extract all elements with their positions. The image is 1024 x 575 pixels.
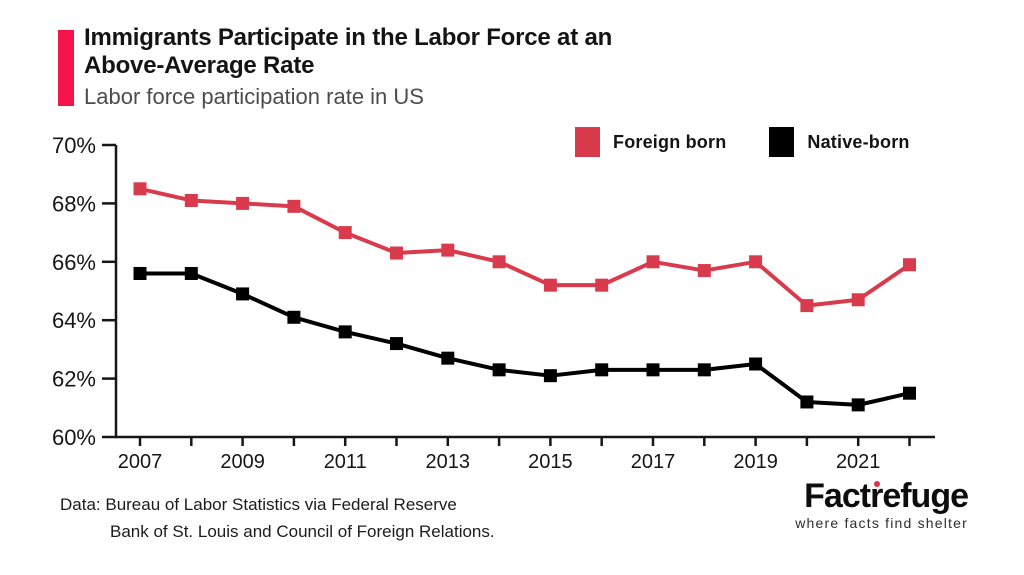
y-tick-label: 66% [52,250,96,275]
title-accent-bar [58,30,74,106]
data-point-foreign-born [492,255,506,269]
foreign-born-swatch [575,127,600,157]
logo-tagline: where facts find shelter [795,515,968,531]
data-source-line2: Bank of St. Louis and Council of Foreign… [110,522,495,541]
logo-wordmark-post: efuge [882,477,969,515]
data-point-native-born [492,363,506,377]
legend-label-foreign-born: Foreign born [613,131,727,152]
chart-legend: Foreign born Native-born [575,127,910,157]
x-tick-label: 2017 [631,451,676,473]
x-tick-label: 2011 [324,451,367,473]
data-point-foreign-born [851,293,865,307]
data-point-native-born [697,363,711,377]
data-point-foreign-born [595,278,609,292]
data-point-native-born [543,369,557,383]
x-tick-label: 2013 [426,451,471,473]
data-point-foreign-born [646,255,660,269]
legend-item-foreign-born: Foreign born [575,127,726,157]
logo-wordmark: Factrefuge [795,477,969,515]
data-point-native-born [390,337,403,351]
y-tick-label: 60% [52,425,96,450]
data-point-native-born [184,266,198,280]
x-tick-label: 2019 [733,451,778,473]
y-tick-label: 62% [52,367,96,392]
series-line-native-born [140,271,910,407]
x-tick-label: 2007 [118,451,163,473]
data-point-foreign-born [338,226,352,240]
data-point-foreign-born [697,264,711,278]
data-point-foreign-born [184,193,198,207]
chart-header: Immigrants Participate in the Labor Forc… [84,24,844,110]
data-point-native-born [646,363,660,377]
native-born-swatch [769,127,795,157]
data-point-foreign-born [543,278,557,292]
data-point-foreign-born [133,182,147,196]
data-point-native-born [287,310,301,324]
data-point-native-born [236,287,250,301]
data-point-native-born [595,363,609,377]
legend-label-native-born: Native-born [807,131,910,152]
data-point-native-born [903,386,916,400]
logo-wordmark-r-with-dot: r [870,477,883,515]
x-tick-label: 2015 [528,451,573,473]
x-tick-label: 2021 [836,451,881,473]
y-tick-label: 68% [52,191,96,216]
data-point-foreign-born [287,199,301,213]
data-point-foreign-born [800,299,814,313]
data-point-foreign-born [236,196,250,210]
y-tick-label: 64% [52,308,96,333]
page-subtitle: Labor force participation rate in US [84,84,424,109]
page-title: Immigrants Participate in the Labor Forc… [84,24,844,80]
legend-item-native-born: Native-born [769,127,909,157]
data-point-foreign-born [749,255,763,269]
page-title-line1: Immigrants Participate in the Labor Forc… [84,24,613,51]
data-point-native-born [851,398,865,412]
y-tick-label: 70% [52,133,96,158]
data-point-foreign-born [390,246,403,260]
data-point-native-born [133,266,147,280]
factrefuge-logo: Factrefuge where facts find shelter [795,477,969,531]
data-point-native-born [749,357,763,371]
data-source-line1: Data: Bureau of Labor Statistics via Fed… [60,495,457,514]
data-point-foreign-born [903,258,916,272]
data-point-native-born [441,351,455,365]
x-tick-label: 2009 [220,451,265,473]
data-source-note: Data: Bureau of Labor Statistics via Fed… [60,491,495,545]
logo-wordmark-pre: Fact [804,477,871,515]
data-point-native-born [800,395,814,409]
data-point-native-born [338,325,352,339]
data-point-foreign-born [441,243,455,257]
series-line-foreign-born [139,186,911,308]
page-title-line2: Above-Average Rate [84,52,315,79]
